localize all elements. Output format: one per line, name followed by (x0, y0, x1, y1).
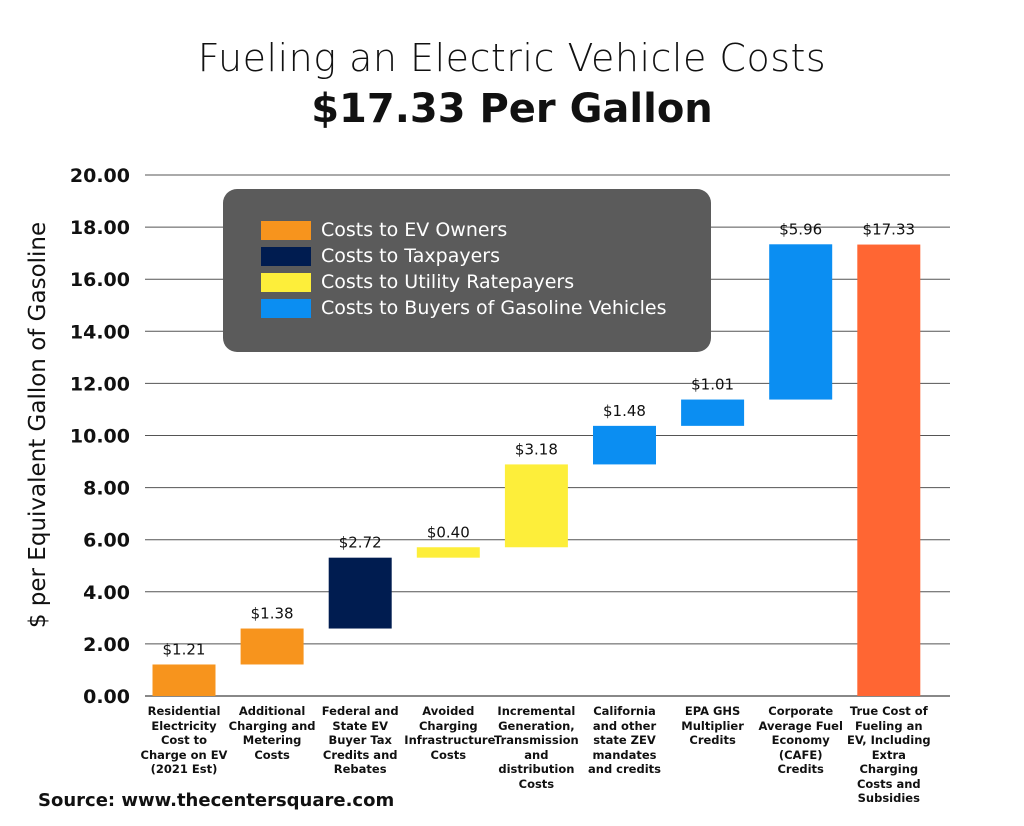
legend-swatch (261, 246, 311, 266)
bar (681, 399, 745, 426)
x-tick-label: California and other state ZEV mandates … (588, 704, 661, 776)
legend-swatch (261, 220, 311, 240)
data-label: $2.72 (339, 534, 382, 552)
bar (769, 244, 833, 400)
bar (416, 547, 480, 558)
bar (240, 628, 304, 665)
data-label: $1.48 (603, 402, 646, 420)
data-label: $1.21 (163, 640, 206, 658)
chart-subtitle: $17.33 Per Gallon (311, 86, 713, 132)
legend-label: Costs to EV Owners (321, 219, 508, 241)
legend-swatch (261, 298, 311, 318)
data-label: $5.96 (779, 220, 822, 238)
legend-label: Costs to Taxpayers (321, 245, 500, 267)
x-tick-label: Corporate Average Fuel Economy (CAFE) Cr… (758, 704, 843, 776)
bar (328, 557, 392, 629)
data-label: $1.01 (691, 376, 734, 394)
y-tick-label: 18.00 (70, 217, 130, 239)
legend-item: Costs to Buyers of Gasoline Vehicles (261, 297, 666, 319)
data-label: $17.33 (863, 221, 916, 239)
y-tick-label: 4.00 (83, 582, 130, 604)
bar (152, 664, 216, 696)
data-label: $0.40 (427, 523, 470, 541)
y-tick-label: 12.00 (70, 373, 130, 395)
y-tick-label: 20.00 (70, 165, 130, 187)
bar (504, 464, 568, 548)
y-tick-label: 2.00 (83, 634, 130, 656)
legend-label: Costs to Utility Ratepayers (321, 271, 575, 293)
legend-item: Costs to Taxpayers (261, 245, 500, 267)
x-tick-label: True Cost of Fueling an EV, Including Ex… (846, 704, 931, 805)
legend-item: Costs to Utility Ratepayers (261, 271, 574, 293)
x-tick-label: Residential Electricity Cost to Charge o… (140, 704, 228, 776)
x-tick-label: EPA GHS Multiplier Credits (681, 704, 744, 747)
y-tick-label: 6.00 (83, 530, 130, 552)
legend-label: Costs to Buyers of Gasoline Vehicles (321, 297, 667, 319)
bar (857, 244, 921, 696)
legend-item: Costs to EV Owners (261, 219, 507, 241)
chart-title: Fueling an Electric Vehicle Costs (197, 36, 827, 80)
y-tick-label: 8.00 (83, 478, 130, 500)
data-label: $3.18 (515, 440, 558, 458)
data-label: $1.38 (251, 605, 294, 623)
y-tick-label: 10.00 (70, 426, 130, 448)
source-note: Source: www.thecentersquare.com (38, 790, 395, 811)
legend: Costs to EV Owners Costs to Taxpayers Cost… (223, 189, 711, 352)
x-tick-label: Avoided Charging Infrastructure Costs (404, 704, 496, 762)
y-tick-label: 16.00 (70, 269, 130, 291)
x-tick-label: Additional Charging and Metering Costs (228, 704, 316, 762)
y-tick-label: 0.00 (83, 686, 130, 708)
legend-swatch (261, 272, 311, 292)
x-tick-label: Federal and State EV Buyer Tax Credits a… (321, 704, 399, 776)
x-tick-label: Incremental Generation, Transmission and… (494, 704, 579, 791)
bar (593, 425, 656, 465)
y-tick-label: 14.00 (70, 321, 130, 343)
